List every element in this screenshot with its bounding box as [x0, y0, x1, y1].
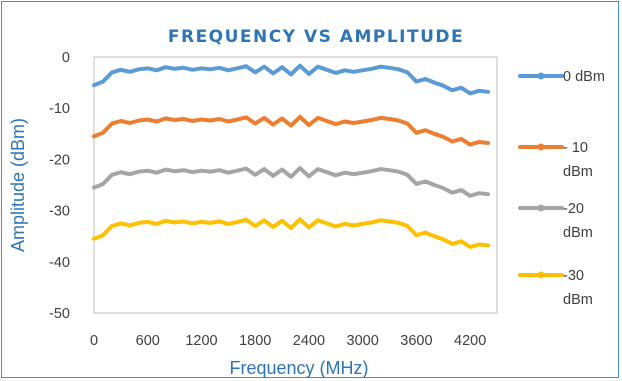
x-tick-label: 1800 [239, 333, 271, 349]
series-line-2 [92, 114, 490, 147]
x-tick-label: 4200 [454, 333, 486, 349]
y-tick-label: -30 [49, 204, 70, 220]
x-tick-label: 3000 [347, 333, 379, 349]
legend-label: dBm [563, 225, 593, 241]
legend: 0 dBm - 10 dBm -20 dBm -30 dBm [518, 69, 605, 308]
plot-area [93, 56, 498, 314]
legend-label: -30 [563, 268, 584, 284]
x-tick-label: 1200 [185, 333, 217, 349]
chart-title: FREQUENCY VS AMPLITUDE [168, 27, 464, 47]
legend-label: dBm [563, 164, 593, 180]
series-line-3 [92, 166, 490, 198]
series-line-1 [92, 63, 490, 96]
y-tick-label: -20 [49, 152, 70, 168]
legend-marker [537, 72, 545, 80]
legend-marker [537, 204, 545, 212]
y-axis-ticks: 0 -10 -20 -30 -40 -50 [49, 50, 70, 322]
series-line-4 [92, 217, 490, 249]
series-lines [92, 63, 490, 249]
x-tick-label: 600 [136, 333, 160, 349]
y-axis-label: Amplitude (dBm) [8, 118, 28, 252]
y-tick-label: -50 [49, 306, 70, 322]
legend-label: dBm [563, 292, 593, 308]
legend-marker [537, 271, 545, 279]
x-axis-label: Frequency (MHz) [229, 358, 368, 378]
x-tick-label: 0 [90, 333, 98, 349]
x-axis-ticks: 0 600 1200 1800 2400 3000 3600 4200 [90, 333, 486, 349]
y-tick-label: -10 [49, 101, 70, 117]
x-tick-label: 2400 [293, 333, 325, 349]
y-tick-label: 0 [62, 50, 70, 66]
x-tick-label: 3600 [400, 333, 432, 349]
legend-marker [537, 143, 545, 151]
legend-label: -20 [563, 201, 584, 217]
legend-label: - 10 [563, 140, 588, 156]
y-tick-label: -40 [49, 255, 70, 271]
legend-label: 0 dBm [563, 69, 605, 85]
